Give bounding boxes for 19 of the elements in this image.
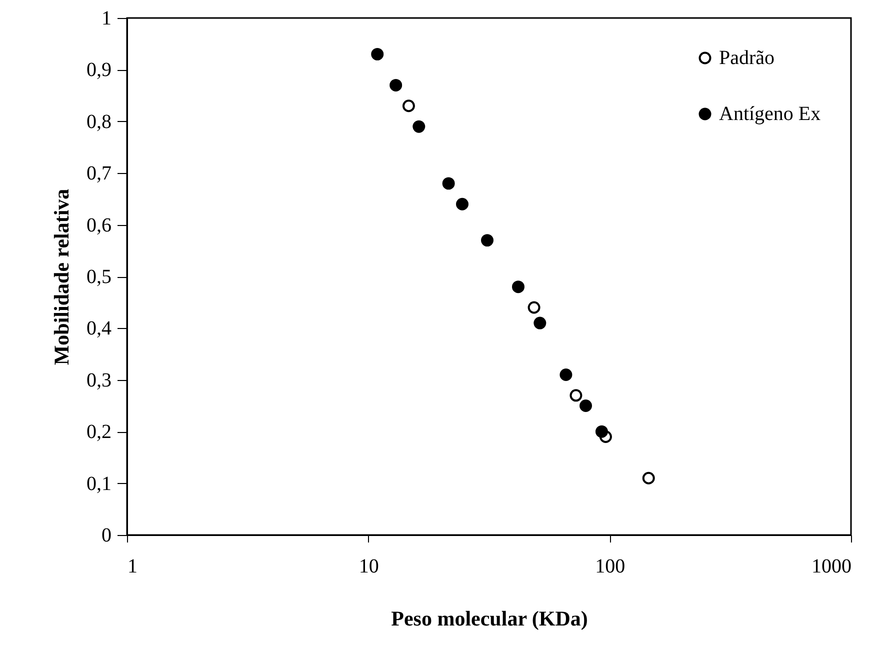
y-tick-label: 0,7 (86, 162, 112, 185)
y-tick-label: 0,6 (86, 214, 112, 236)
y-tick-label: 0,4 (86, 318, 112, 340)
x-tick-label: 100 (595, 556, 626, 578)
y-tick-label: 0,8 (86, 110, 112, 133)
y-tick-label: 0,9 (86, 59, 112, 82)
legend-label: Padrão (719, 47, 775, 69)
y-axis-title: Mobilidade relativa (50, 188, 74, 366)
x-tick-label: 1000 (812, 556, 852, 578)
legend-label: Antígeno Ex (719, 103, 821, 125)
y-tick-label: 0,3 (86, 369, 112, 392)
x-tick-label: 10 (358, 556, 379, 578)
x-tick-label: 1 (128, 556, 138, 578)
y-tick-label: 0,1 (86, 472, 112, 495)
y-tick-label: 0 (102, 524, 112, 546)
y-tick-label: 0,5 (86, 266, 112, 288)
x-axis-title: Peso molecular (KDa) (391, 606, 588, 630)
y-tick-label: 0,2 (86, 421, 112, 444)
y-tick-label: 1 (102, 8, 112, 30)
